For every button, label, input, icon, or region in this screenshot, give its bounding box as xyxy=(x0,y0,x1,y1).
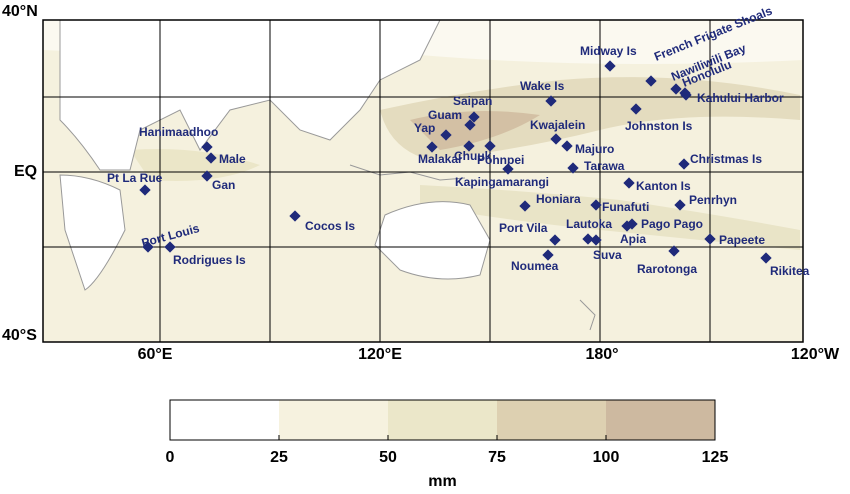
station-marker xyxy=(164,241,176,253)
station-label: Christmas Is xyxy=(690,152,762,166)
station-label: Majuro xyxy=(575,142,614,156)
station-marker xyxy=(668,245,680,257)
station-label: Tarawa xyxy=(584,159,625,173)
station-label: Gan xyxy=(212,178,235,192)
colorbar-tick-label: 125 xyxy=(702,449,729,466)
station-marker xyxy=(484,140,496,152)
colorbar-segment xyxy=(170,400,279,440)
station-label: Guam xyxy=(428,108,462,122)
station-marker xyxy=(590,199,602,211)
land-north xyxy=(59,19,441,171)
station-label: Noumea xyxy=(511,259,559,273)
station-label: Yap xyxy=(414,121,435,135)
station-marker xyxy=(704,233,716,245)
map-frame xyxy=(42,19,804,343)
station-label: Apia xyxy=(620,232,646,246)
station-marker xyxy=(139,184,151,196)
station-label: Rodrigues Is xyxy=(173,253,246,267)
station-marker xyxy=(142,241,154,253)
station-marker xyxy=(549,234,561,246)
colorbar-tick-label: 100 xyxy=(593,449,620,466)
lat-label: 40°S xyxy=(2,327,37,344)
station-label: Pt La Rue xyxy=(107,171,163,185)
station-label: Rarotonga xyxy=(637,262,697,276)
station-label: Malakal xyxy=(418,152,461,166)
colorbar-tick-label: 75 xyxy=(488,449,506,466)
station-marker xyxy=(289,210,301,222)
lat-label: EQ xyxy=(14,163,37,180)
station-label: Suva xyxy=(593,248,622,262)
station-label: Wake Is xyxy=(520,79,565,93)
wet-band-indian xyxy=(130,149,260,181)
station-label: Pago Pago xyxy=(641,217,703,231)
colorbar-tick-label: 50 xyxy=(379,449,397,466)
station-label: Lautoka xyxy=(566,217,612,231)
land-africa xyxy=(59,174,126,291)
station-marker xyxy=(201,170,213,182)
lon-label: 120°E xyxy=(358,346,402,363)
station-marker xyxy=(440,129,452,141)
station-marker xyxy=(582,233,594,245)
station-marker xyxy=(426,141,438,153)
lon-label: 60°E xyxy=(138,346,173,363)
colorbar-tick-label: 0 xyxy=(166,449,175,466)
station-marker xyxy=(205,152,217,164)
lon-label: 180° xyxy=(585,346,618,363)
colorbar: 0 25 50 75 100 125 mm xyxy=(166,399,729,490)
stations: Midway Is French Frigate ShoalsNawiliwili… xyxy=(107,3,810,278)
station-marker xyxy=(674,199,686,211)
station-label: Chuuk xyxy=(454,149,492,163)
colorbar-segment xyxy=(497,400,606,440)
graticule xyxy=(43,20,803,342)
station-label: Kwajalein xyxy=(530,118,585,132)
lat-label: 40°N xyxy=(2,3,38,20)
map-panel xyxy=(42,19,804,343)
station-marker xyxy=(519,200,531,212)
wet-band-south xyxy=(420,185,800,250)
colorbar-segment xyxy=(279,400,388,440)
station-marker xyxy=(678,158,690,170)
station-label: Penrhyn xyxy=(689,193,737,207)
land-australia xyxy=(374,201,491,280)
station-label: Funafuti xyxy=(602,200,649,214)
colorbar-segment xyxy=(388,400,497,440)
station-marker xyxy=(621,220,633,232)
colorbar-frame xyxy=(169,399,716,441)
colorbar-unit: mm xyxy=(428,473,456,490)
station-label: Cocos Is xyxy=(305,219,355,233)
station-label: Saipan xyxy=(453,94,492,108)
station-label: Johnston Is xyxy=(625,119,693,133)
station-marker xyxy=(623,177,635,189)
station-label: Kanton Is xyxy=(636,179,691,193)
land-nz xyxy=(579,299,596,331)
station-label: Hanimaadhoo xyxy=(139,125,218,139)
station-label: Rikitea xyxy=(770,264,810,278)
station-label: Kapingamarangi xyxy=(455,175,549,189)
station-marker xyxy=(567,162,579,174)
station-marker xyxy=(590,234,602,246)
station-label: Midway Is xyxy=(580,44,637,58)
station-marker xyxy=(561,140,573,152)
station-marker xyxy=(760,252,772,264)
station-label: Papeete xyxy=(719,233,765,247)
station-marker xyxy=(542,249,554,261)
colorbar-tick-label: 25 xyxy=(270,449,288,466)
station-marker xyxy=(201,141,213,153)
station-label: Pohnpei xyxy=(477,153,524,167)
station-marker xyxy=(463,140,475,152)
station-label: Honiara xyxy=(536,192,581,206)
lon-label: 120°W xyxy=(791,346,840,363)
colorbar-segment xyxy=(606,400,715,440)
station-marker xyxy=(502,163,514,175)
station-label: Port Vila xyxy=(499,221,548,235)
station-marker xyxy=(550,133,562,145)
station-label: Kahului Harbor xyxy=(697,91,784,105)
station-label: Male xyxy=(219,152,246,166)
wet-core xyxy=(410,111,540,150)
